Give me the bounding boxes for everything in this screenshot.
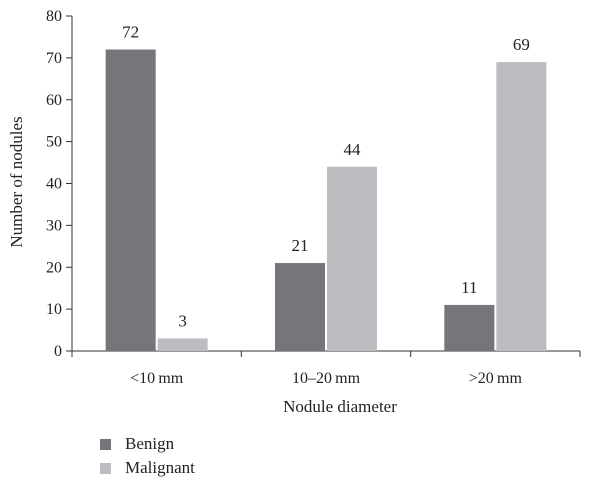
- x-axis: <10 mm 10–20 mm >20 mm: [71, 350, 581, 387]
- y-tick-label: 80: [46, 8, 62, 25]
- legend-item-malignant: Malignant: [100, 456, 195, 480]
- y-tick-label: 40: [46, 176, 62, 193]
- data-label: 72: [122, 23, 139, 42]
- bar-malignant-1: [157, 338, 208, 351]
- bar-malignant-2: [327, 166, 377, 351]
- data-label: 11: [461, 278, 477, 297]
- x-tick-label: <10 mm: [130, 370, 184, 387]
- x-tick-label: >20 mm: [469, 370, 523, 387]
- y-tick-label: 30: [46, 217, 62, 234]
- legend: Benign Malignant: [100, 432, 195, 480]
- y-axis-label: Number of nodules: [7, 116, 26, 247]
- data-label: 44: [344, 140, 362, 159]
- data-label: 21: [292, 236, 309, 255]
- bars: [105, 49, 547, 351]
- data-label: 69: [513, 35, 530, 54]
- legend-label-benign: Benign: [125, 434, 175, 453]
- bar-benign-2: [275, 263, 325, 351]
- legend-item-benign: Benign: [100, 432, 195, 456]
- data-label: 3: [178, 311, 187, 330]
- legend-swatch-malignant: [100, 462, 111, 474]
- y-tick-label: 70: [46, 50, 62, 67]
- data-labels: 72 3 21 44 11 69: [122, 23, 530, 331]
- y-tick-label: 60: [46, 92, 62, 109]
- bar-benign-3: [444, 304, 495, 351]
- x-tick-label: 10–20 mm: [292, 370, 361, 387]
- bar-malignant-3: [496, 62, 547, 351]
- y-tick-label: 0: [54, 343, 62, 360]
- y-tick-label: 20: [46, 259, 62, 276]
- y-tick-label: 50: [46, 134, 62, 151]
- y-axis: 0 10 20 30 40 50 60 70 80: [46, 8, 73, 360]
- bar-benign-1: [105, 49, 156, 351]
- legend-swatch-benign: [100, 438, 111, 450]
- legend-label-malignant: Malignant: [125, 458, 195, 477]
- x-axis-label: Nodule diameter: [283, 397, 397, 416]
- y-tick-label: 10: [46, 301, 62, 318]
